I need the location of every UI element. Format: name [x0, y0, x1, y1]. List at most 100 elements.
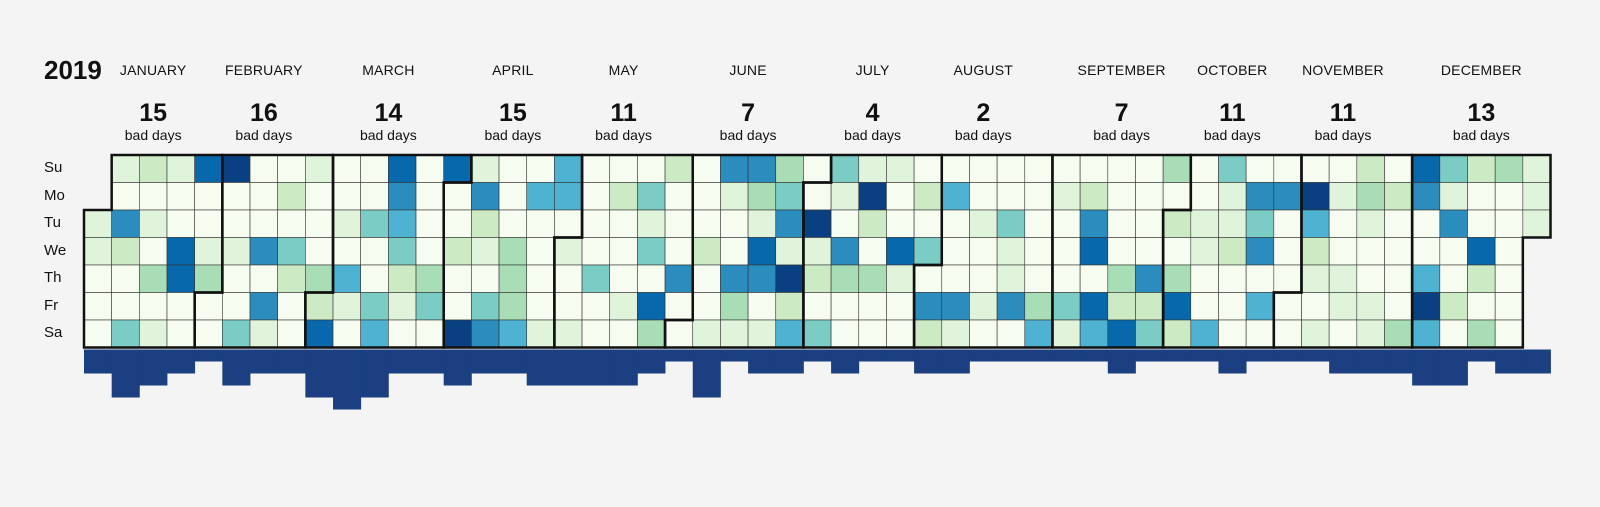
week-bar	[1301, 349, 1330, 362]
month-name: SEPTEMBER	[1077, 62, 1166, 78]
day-cell	[720, 319, 749, 348]
day-cell	[1107, 209, 1136, 238]
day-cell	[1273, 154, 1302, 183]
day-cell	[775, 319, 804, 348]
month-count-suffix: bad days	[359, 127, 417, 143]
day-cell	[166, 264, 195, 293]
day-cell	[1190, 264, 1219, 293]
week-bar	[1107, 349, 1136, 374]
day-cell	[1494, 209, 1524, 238]
day-cell	[415, 237, 445, 266]
day-cell	[803, 209, 832, 238]
month-bad-day-count: 11	[1329, 99, 1357, 127]
day-cell	[222, 154, 251, 183]
day-cell	[1190, 154, 1219, 183]
day-cell	[609, 319, 638, 348]
week-bar	[84, 349, 113, 374]
day-cell	[388, 292, 417, 321]
day-cell	[747, 209, 777, 238]
day-cell	[1024, 292, 1053, 321]
weekday-label: We	[44, 241, 67, 259]
day-cell	[1024, 237, 1053, 266]
day-cell	[664, 237, 694, 266]
day-cell	[969, 237, 998, 266]
week-bar	[360, 349, 389, 398]
day-cell	[305, 292, 334, 321]
day-cell	[1135, 292, 1164, 321]
day-cell	[1411, 264, 1441, 293]
day-cell	[1384, 292, 1413, 321]
day-cell	[803, 292, 832, 321]
day-cell	[166, 154, 195, 183]
day-cell	[913, 264, 943, 293]
day-cell	[858, 264, 887, 293]
day-cell	[913, 292, 943, 321]
day-cell	[1079, 237, 1109, 266]
month-bad-day-count: 15	[498, 99, 527, 127]
month-count-suffix: bad days	[124, 127, 182, 143]
day-cell	[166, 182, 195, 211]
day-cell	[526, 319, 555, 348]
day-cell	[554, 292, 583, 321]
week-bar	[167, 349, 196, 374]
day-cell	[194, 209, 223, 238]
day-cell	[498, 182, 528, 211]
day-cell	[1052, 319, 1081, 348]
day-cell	[249, 237, 278, 266]
day-cell	[692, 209, 721, 238]
month-name: APRIL	[492, 62, 534, 78]
day-cell	[692, 154, 721, 183]
day-cell	[830, 154, 860, 183]
day-cell	[1301, 237, 1330, 266]
day-cell	[886, 264, 915, 293]
day-cell	[83, 209, 112, 238]
day-cell	[1135, 319, 1164, 348]
day-cell	[803, 264, 832, 293]
day-cell	[332, 237, 361, 266]
day-cell	[443, 264, 472, 293]
day-cell	[609, 292, 638, 321]
day-cell	[1328, 264, 1358, 293]
day-cell	[858, 237, 887, 266]
day-cell	[1301, 264, 1330, 293]
day-cell	[526, 154, 555, 183]
day-cell	[775, 209, 804, 238]
day-cell	[139, 264, 168, 293]
day-cell	[609, 209, 638, 238]
day-cell	[1467, 154, 1496, 183]
day-cell	[1107, 264, 1136, 293]
day-cell	[194, 237, 223, 266]
day-cell	[1384, 209, 1413, 238]
day-cell	[1162, 209, 1192, 238]
day-cell	[1494, 237, 1524, 266]
weekday-label: Sa	[44, 324, 63, 341]
day-cell	[111, 292, 140, 321]
day-cell	[1218, 264, 1247, 293]
month-bad-day-count: 14	[374, 99, 403, 127]
month-count-suffix: bad days	[1452, 127, 1510, 143]
week-bar	[941, 349, 970, 374]
day-cell	[249, 154, 278, 183]
month-bad-day-count: 13	[1467, 99, 1496, 127]
day-cell	[443, 237, 472, 266]
day-cell	[1107, 182, 1136, 211]
day-cell	[886, 292, 915, 321]
day-cell	[1273, 237, 1302, 266]
day-cell	[1439, 154, 1468, 183]
month-name: NOVEMBER	[1302, 62, 1384, 78]
day-cell	[969, 264, 998, 293]
day-cell	[1190, 319, 1219, 348]
day-cell	[969, 154, 998, 183]
day-cell	[609, 264, 638, 293]
day-cell	[941, 237, 970, 266]
day-cell	[1411, 292, 1441, 321]
day-cell	[1135, 154, 1164, 183]
day-cell	[222, 292, 251, 321]
day-cell	[720, 264, 749, 293]
month-count-suffix: bad days	[954, 127, 1012, 143]
day-cell	[1522, 182, 1551, 211]
day-cell	[913, 182, 943, 211]
week-bar	[1080, 349, 1109, 362]
day-cell	[913, 154, 943, 183]
day-cell	[1328, 182, 1358, 211]
